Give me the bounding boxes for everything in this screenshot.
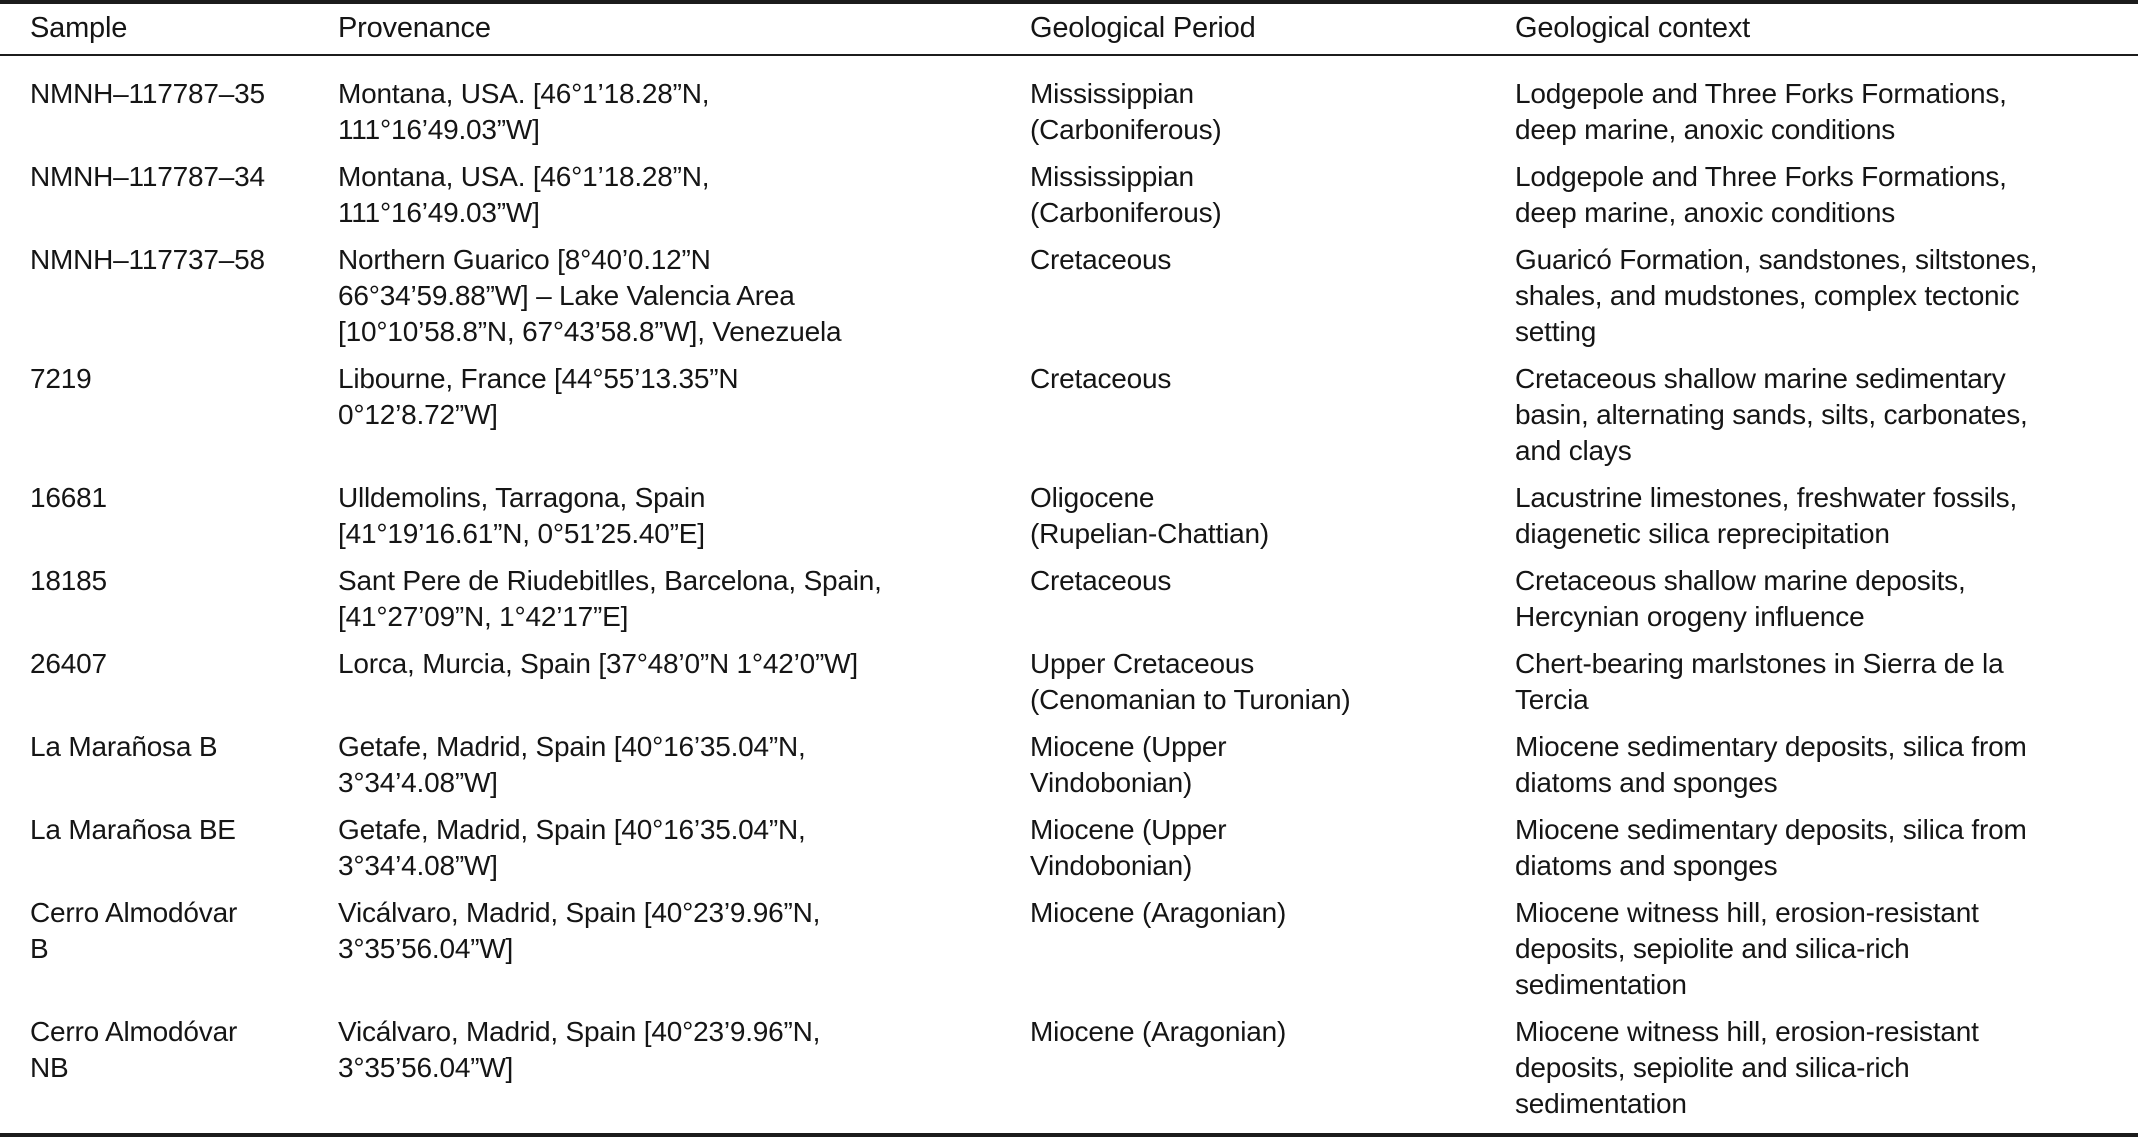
sample-cell: La Marañosa B [30, 731, 218, 762]
period-cell: Miocene (Upper Vindobonian) [1030, 814, 1227, 881]
table-row: 7219 Libourne, France [44°55’13.35”N 0°1… [0, 361, 2138, 480]
provenance-cell: Lorca, Murcia, Spain [37°48’0”N 1°42’0”W… [338, 648, 858, 679]
provenance-cell: Northern Guarico [8°40’0.12”N 66°34’59.8… [338, 244, 842, 347]
table-header: Sample Provenance Geological Period Geol… [0, 2, 2138, 56]
period-cell: Miocene (Aragonian) [1030, 1016, 1287, 1047]
sample-cell: La Marañosa BE [30, 814, 236, 845]
sample-cell: Cerro Almodóvar B [30, 897, 238, 964]
table-row: Cerro Almodóvar NB Vicálvaro, Madrid, Sp… [0, 1014, 2138, 1135]
period-cell: Mississippian (Carboniferous) [1030, 161, 1222, 228]
table-row: Cerro Almodóvar B Vicálvaro, Madrid, Spa… [0, 895, 2138, 1014]
provenance-cell: Libourne, France [44°55’13.35”N 0°12’8.7… [338, 363, 739, 430]
provenance-cell: Vicálvaro, Madrid, Spain [40°23’9.96”N, … [338, 1016, 821, 1083]
sample-cell: 16681 [30, 482, 107, 513]
column-header-provenance: Provenance [338, 2, 1030, 56]
table-row: 16681 Ulldemolins, Tarragona, Spain [41°… [0, 480, 2138, 563]
provenance-cell: Vicálvaro, Madrid, Spain [40°23’9.96”N, … [338, 897, 821, 964]
table-row: NMNH–117787–34 Montana, USA. [46°1’18.28… [0, 159, 2138, 242]
context-cell: Miocene sedimentary deposits, silica fro… [1515, 814, 2027, 881]
context-cell: Cretaceous shallow marine sedimentary ba… [1515, 363, 2028, 466]
table-row: 18185 Sant Pere de Riudebitlles, Barcelo… [0, 563, 2138, 646]
provenance-cell: Ulldemolins, Tarragona, Spain [41°19’16.… [338, 482, 706, 549]
period-cell: Cretaceous [1030, 244, 1172, 275]
provenance-cell: Getafe, Madrid, Spain [40°16’35.04”N, 3°… [338, 814, 806, 881]
provenance-cell: Montana, USA. [46°1’18.28”N, 111°16’49.0… [338, 161, 710, 228]
table-row: 26407 Lorca, Murcia, Spain [37°48’0”N 1°… [0, 646, 2138, 729]
context-cell: Chert-bearing marlstones in Sierra de la… [1515, 648, 2004, 715]
context-cell: Lacustrine limestones, freshwater fossil… [1515, 482, 2018, 549]
context-cell: Cretaceous shallow marine deposits, Herc… [1515, 565, 1966, 632]
sample-cell: NMNH–117787–35 [30, 78, 265, 109]
context-cell: Miocene sedimentary deposits, silica fro… [1515, 731, 2027, 798]
context-cell: Lodgepole and Three Forks Formations, de… [1515, 161, 2007, 228]
table-row: La Marañosa B Getafe, Madrid, Spain [40°… [0, 729, 2138, 812]
period-cell: Miocene (Aragonian) [1030, 897, 1287, 928]
period-cell: Upper Cretaceous (Cenomanian to Turonian… [1030, 648, 1351, 715]
sample-cell: 26407 [30, 648, 107, 679]
provenance-cell: Getafe, Madrid, Spain [40°16’35.04”N, 3°… [338, 731, 806, 798]
context-cell: Miocene witness hill, erosion-resistant … [1515, 897, 1979, 1000]
table-row: NMNH–117787–35 Montana, USA. [46°1’18.28… [0, 55, 2138, 159]
table-row: La Marañosa BE Getafe, Madrid, Spain [40… [0, 812, 2138, 895]
period-cell: Mississippian (Carboniferous) [1030, 78, 1222, 145]
table-body: NMNH–117787–35 Montana, USA. [46°1’18.28… [0, 55, 2138, 1135]
sample-cell: NMNH–117787–34 [30, 161, 265, 192]
column-header-geological-context: Geological context [1515, 2, 2138, 56]
column-header-sample: Sample [0, 2, 338, 56]
context-cell: Miocene witness hill, erosion-resistant … [1515, 1016, 1979, 1119]
provenance-cell: Montana, USA. [46°1’18.28”N, 111°16’49.0… [338, 78, 710, 145]
sample-cell: 7219 [30, 363, 92, 394]
table-row: NMNH–117737–58 Northern Guarico [8°40’0.… [0, 242, 2138, 361]
sample-cell: Cerro Almodóvar NB [30, 1016, 238, 1083]
period-cell: Miocene (Upper Vindobonian) [1030, 731, 1227, 798]
period-cell: Oligocene (Rupelian-Chattian) [1030, 482, 1269, 549]
period-cell: Cretaceous [1030, 363, 1172, 394]
provenance-cell: Sant Pere de Riudebitlles, Barcelona, Sp… [338, 565, 882, 632]
column-header-geological-period: Geological Period [1030, 2, 1515, 56]
header-row: Sample Provenance Geological Period Geol… [0, 2, 2138, 56]
context-cell: Lodgepole and Three Forks Formations, de… [1515, 78, 2007, 145]
context-cell: Guaricó Formation, sandstones, siltstone… [1515, 244, 2038, 347]
period-cell: Cretaceous [1030, 565, 1172, 596]
sample-cell: NMNH–117737–58 [30, 244, 265, 275]
sample-cell: 18185 [30, 565, 107, 596]
